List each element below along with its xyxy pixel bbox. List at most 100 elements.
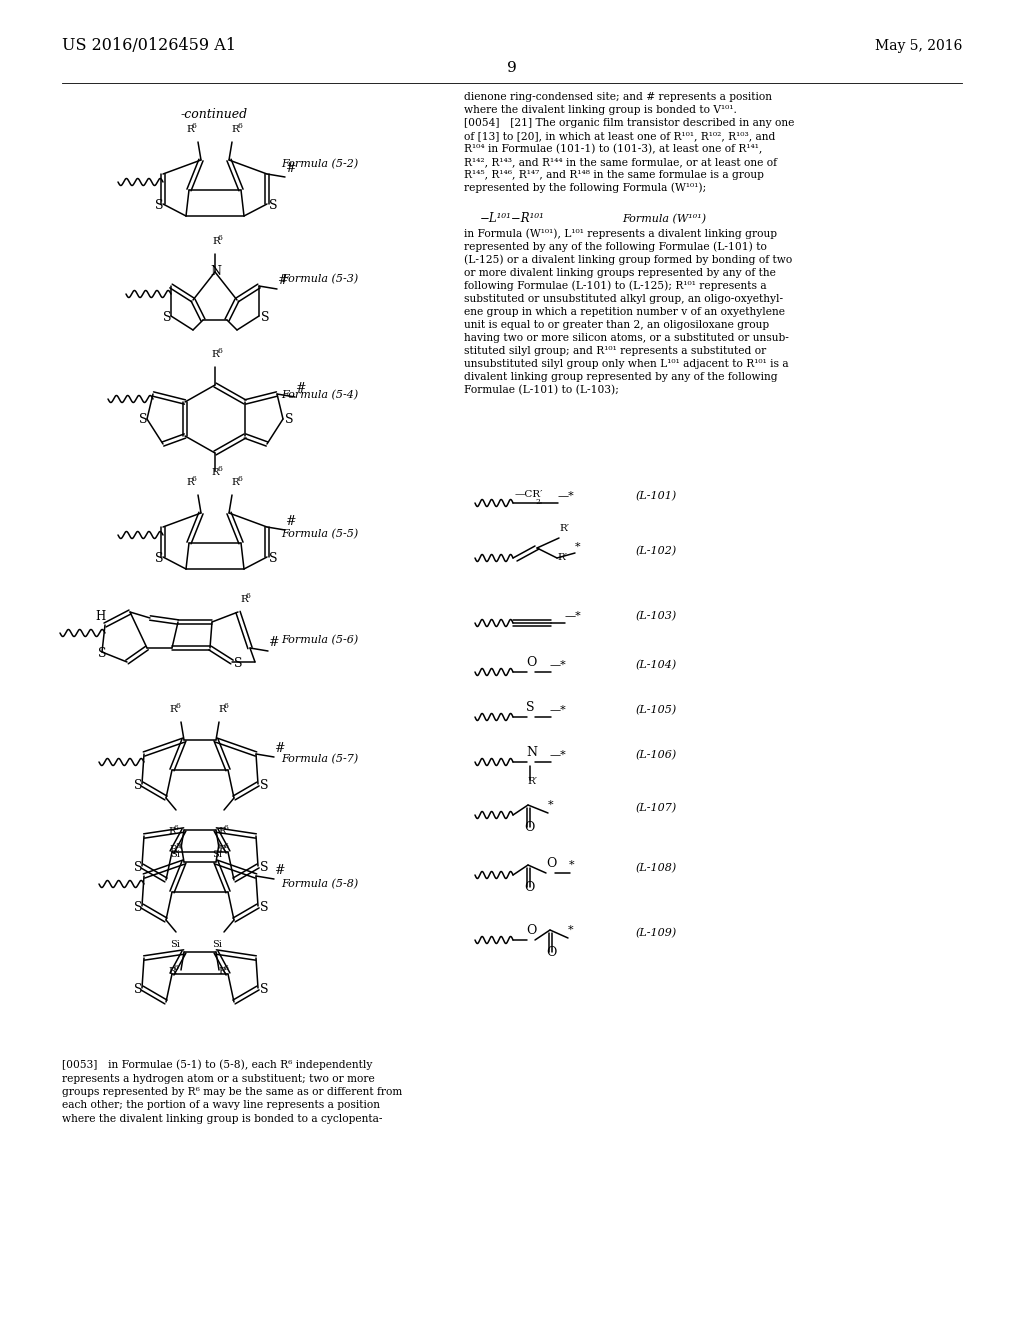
Text: *: * xyxy=(548,800,554,810)
Text: where the divalent linking group is bonded to a cyclopenta-: where the divalent linking group is bond… xyxy=(62,1114,383,1125)
Text: unit is equal to or greater than 2, an oligosiloxane group: unit is equal to or greater than 2, an o… xyxy=(464,319,769,330)
Text: O: O xyxy=(524,880,535,894)
Text: represented by any of the following Formulae (L-101) to: represented by any of the following Form… xyxy=(464,242,767,252)
Text: (L-102): (L-102) xyxy=(635,545,676,556)
Text: [0053]  in Formulae (5-1) to (5-8), each R⁶ independently: [0053] in Formulae (5-1) to (5-8), each … xyxy=(62,1060,373,1071)
Text: #: # xyxy=(285,162,296,176)
Text: 6: 6 xyxy=(193,121,197,129)
Text: 6: 6 xyxy=(175,702,180,710)
Text: unsubstituted silyl group only when L¹⁰¹ adjacent to R¹⁰¹ is a: unsubstituted silyl group only when L¹⁰¹… xyxy=(464,359,788,370)
Text: following Formulae (L-101) to (L-125); R¹⁰¹ represents a: following Formulae (L-101) to (L-125); R… xyxy=(464,280,767,290)
Text: —*: —* xyxy=(550,659,566,669)
Text: 6: 6 xyxy=(237,475,242,483)
Text: US 2016/0126459 A1: US 2016/0126459 A1 xyxy=(62,37,236,54)
Text: May 5, 2016: May 5, 2016 xyxy=(874,40,962,53)
Text: #: # xyxy=(274,742,285,755)
Text: O: O xyxy=(526,656,537,669)
Text: R: R xyxy=(218,705,225,714)
Text: S: S xyxy=(269,199,278,213)
Text: *: * xyxy=(569,861,574,870)
Text: S: S xyxy=(260,983,268,997)
Text: or more divalent linking groups represented by any of the: or more divalent linking groups represen… xyxy=(464,268,776,279)
Text: 6: 6 xyxy=(217,347,222,355)
Text: dienone ring-condensed site; and # represents a position: dienone ring-condensed site; and # repre… xyxy=(464,92,772,102)
Text: 6: 6 xyxy=(224,964,229,972)
Text: R′: R′ xyxy=(557,553,567,562)
Text: 6: 6 xyxy=(218,234,223,242)
Text: Si: Si xyxy=(170,850,180,859)
Text: stituted silyl group; and R¹⁰¹ represents a substituted or: stituted silyl group; and R¹⁰¹ represent… xyxy=(464,346,766,356)
Text: O: O xyxy=(546,946,556,960)
Text: S: S xyxy=(134,983,142,997)
Text: S: S xyxy=(260,861,268,874)
Text: ene group in which a repetition number v of an oxyethylene: ene group in which a repetition number v… xyxy=(464,308,785,317)
Text: groups represented by R⁶ may be the same as or different from: groups represented by R⁶ may be the same… xyxy=(62,1086,402,1097)
Text: R¹⁴⁵, R¹⁴⁶, R¹⁴⁷, and R¹⁴⁸ in the same formulae is a group: R¹⁴⁵, R¹⁴⁶, R¹⁴⁷, and R¹⁴⁸ in the same f… xyxy=(464,170,764,180)
Text: 9: 9 xyxy=(507,61,517,75)
Text: Si: Si xyxy=(170,940,180,949)
Text: O: O xyxy=(526,924,537,937)
Text: each other; the portion of a wavy line represents a position: each other; the portion of a wavy line r… xyxy=(62,1101,380,1110)
Text: Formulae (L-101) to (L-103);: Formulae (L-101) to (L-103); xyxy=(464,384,618,395)
Text: 6: 6 xyxy=(246,591,251,601)
Text: N: N xyxy=(526,746,537,759)
Text: 5: 5 xyxy=(175,842,180,850)
Text: O: O xyxy=(524,821,535,834)
Text: represents a hydrogen atom or a substituent; two or more: represents a hydrogen atom or a substitu… xyxy=(62,1073,375,1084)
Text: R: R xyxy=(231,125,239,135)
Text: 6: 6 xyxy=(193,475,197,483)
Text: N: N xyxy=(210,265,221,279)
Text: #: # xyxy=(278,275,288,286)
Text: S: S xyxy=(285,413,294,426)
Text: R′: R′ xyxy=(559,524,569,533)
Text: S: S xyxy=(134,861,142,874)
Text: S: S xyxy=(98,647,106,660)
Text: S: S xyxy=(134,902,142,913)
Text: S: S xyxy=(269,552,278,565)
Text: where the divalent linking group is bonded to V¹⁰¹.: where the divalent linking group is bond… xyxy=(464,106,737,115)
Text: Formula (W¹⁰¹): Formula (W¹⁰¹) xyxy=(622,214,707,224)
Text: S: S xyxy=(139,413,147,426)
Text: substituted or unsubstituted alkyl group, an oligo-oxyethyl-: substituted or unsubstituted alkyl group… xyxy=(464,294,783,304)
Text: —CR′: —CR′ xyxy=(515,490,544,499)
Text: S: S xyxy=(163,312,171,323)
Text: Si: Si xyxy=(212,940,222,949)
Text: #: # xyxy=(268,636,279,649)
Text: S: S xyxy=(234,657,243,671)
Text: *: * xyxy=(575,543,581,552)
Text: O: O xyxy=(546,857,556,870)
Text: (L-106): (L-106) xyxy=(635,750,676,760)
Text: R¹⁰⁴ in Formulae (101-1) to (101-3), at least one of R¹⁴¹,: R¹⁰⁴ in Formulae (101-1) to (101-3), at … xyxy=(464,144,762,154)
Text: S: S xyxy=(134,779,142,792)
Text: #: # xyxy=(295,381,305,395)
Text: —*: —* xyxy=(550,704,566,714)
Text: R: R xyxy=(186,478,194,487)
Text: Formula (5-4): Formula (5-4) xyxy=(281,389,358,400)
Text: R: R xyxy=(211,469,219,477)
Text: R: R xyxy=(169,845,177,854)
Text: Formula (5-8): Formula (5-8) xyxy=(281,879,358,888)
Text: R: R xyxy=(212,238,220,246)
Text: S: S xyxy=(260,779,268,792)
Text: R: R xyxy=(168,968,176,975)
Text: 6: 6 xyxy=(174,964,179,972)
Text: R: R xyxy=(218,845,225,854)
Text: S: S xyxy=(526,701,535,714)
Text: R: R xyxy=(211,350,219,359)
Text: *: * xyxy=(568,925,573,935)
Text: (L-101): (L-101) xyxy=(635,491,676,502)
Text: Formula (5-5): Formula (5-5) xyxy=(281,529,358,539)
Text: S: S xyxy=(261,312,269,323)
Text: —*: —* xyxy=(550,748,566,759)
Text: #: # xyxy=(274,865,285,876)
Text: −L¹⁰¹−R¹⁰¹: −L¹⁰¹−R¹⁰¹ xyxy=(480,213,545,224)
Text: R: R xyxy=(218,828,225,836)
Text: R¹⁴², R¹⁴³, and R¹⁴⁴ in the same formulae, or at least one of: R¹⁴², R¹⁴³, and R¹⁴⁴ in the same formula… xyxy=(464,157,777,168)
Text: represented by the following Formula (W¹⁰¹);: represented by the following Formula (W¹… xyxy=(464,182,707,193)
Text: (L-125) or a divalent linking group formed by bonding of two: (L-125) or a divalent linking group form… xyxy=(464,255,793,265)
Text: Formula (5-3): Formula (5-3) xyxy=(281,273,358,284)
Text: H: H xyxy=(95,610,105,623)
Text: 2: 2 xyxy=(535,498,540,506)
Text: -continued: -continued xyxy=(181,108,248,121)
Text: of [13] to [20], in which at least one of R¹⁰¹, R¹⁰², R¹⁰³, and: of [13] to [20], in which at least one o… xyxy=(464,131,775,141)
